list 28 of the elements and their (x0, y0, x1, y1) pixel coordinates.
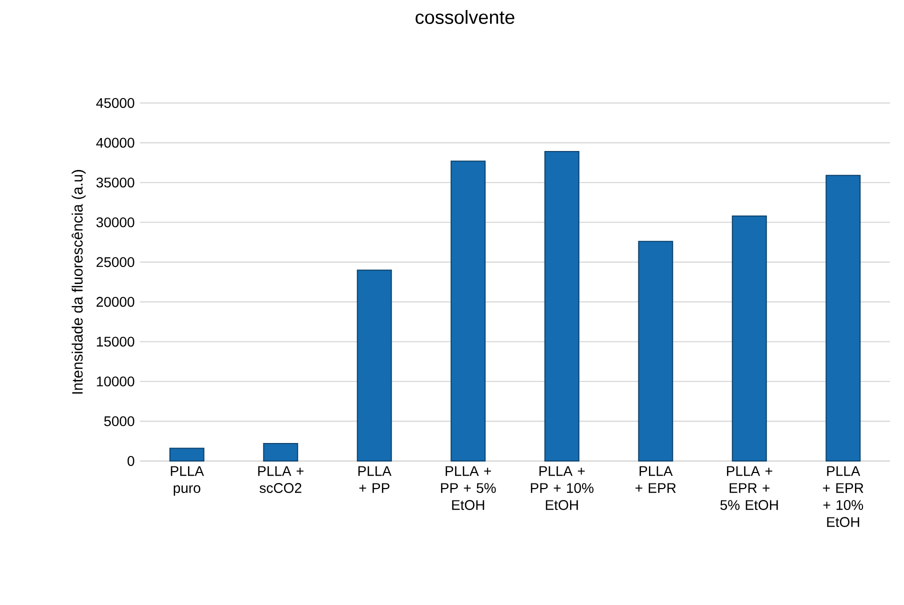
y-tick-label: 25000 (96, 257, 134, 268)
bar (544, 151, 580, 462)
y-tick-label: 40000 (96, 138, 134, 148)
y-tick-label: 20000 (96, 296, 134, 307)
y-axis-title: Intensidade da fluorescência (a.u) (72, 170, 86, 394)
x-tick-label: PLLA + EPR + 10% EtOH (823, 466, 864, 527)
bar (450, 160, 486, 462)
x-tick-label: PLLA + scCO2 (258, 466, 304, 493)
bar (169, 448, 204, 462)
x-tick-label: PLLA + PP + 5% EtOH (441, 466, 496, 510)
x-tick-label: PLLA + PP + 10% EtOH (530, 466, 594, 510)
x-tick-label: PLLA puro (170, 466, 204, 496)
y-tick-label: 30000 (96, 217, 134, 228)
x-tick-label: PLLA + EPR (636, 466, 676, 493)
y-tick-label: 10000 (96, 376, 134, 386)
bar (356, 270, 392, 462)
y-tick-label: 5000 (104, 416, 134, 426)
y-tick-label: 15000 (96, 336, 134, 347)
bar (263, 442, 298, 462)
chart-title: cossolvente (416, 10, 514, 24)
bar (826, 174, 861, 462)
x-tick-label: PLLA + PP (358, 466, 392, 493)
y-tick-label: 45000 (96, 98, 134, 108)
bar (638, 240, 674, 462)
x-tick-label: PLLA + EPR + 5% EtOH (720, 466, 778, 510)
bar (732, 215, 767, 462)
y-tick-label: 35000 (96, 178, 134, 188)
y-tick-label: 0 (128, 456, 134, 466)
